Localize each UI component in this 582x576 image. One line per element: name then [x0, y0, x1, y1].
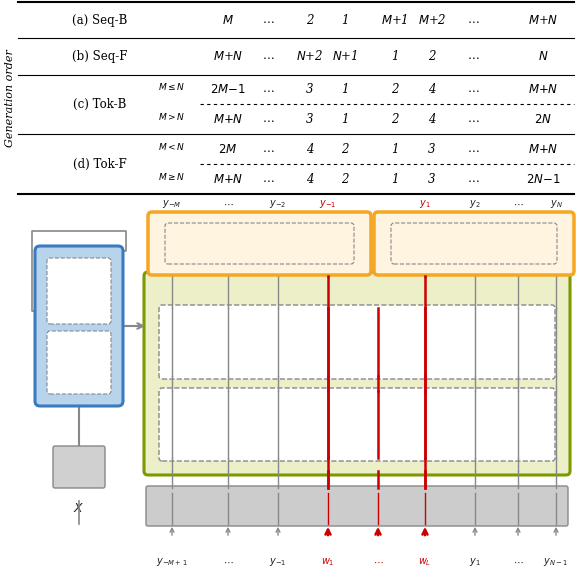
FancyBboxPatch shape — [159, 305, 555, 379]
Text: 2: 2 — [341, 173, 349, 185]
Text: 2: 2 — [341, 143, 349, 156]
Text: $\cdots$: $\cdots$ — [513, 199, 523, 209]
Text: $y_2$: $y_2$ — [469, 198, 481, 210]
Text: $y_{-2}$: $y_{-2}$ — [269, 198, 287, 210]
Text: 2: 2 — [428, 50, 436, 63]
Text: $M$+1: $M$+1 — [381, 13, 409, 27]
Text: 3: 3 — [306, 113, 314, 126]
Text: 2: 2 — [306, 14, 314, 26]
Text: 3: 3 — [428, 143, 436, 156]
Text: $\cdots$: $\cdots$ — [467, 113, 479, 126]
Text: $\cdots$: $\cdots$ — [262, 14, 274, 26]
Text: (b) Seq-F: (b) Seq-F — [72, 50, 128, 63]
Text: $\cdots$: $\cdots$ — [262, 83, 274, 96]
Text: (d) Tok-F: (d) Tok-F — [73, 158, 127, 170]
Text: 4: 4 — [428, 83, 436, 96]
Text: 2: 2 — [391, 113, 399, 126]
Text: $y_{-1}$: $y_{-1}$ — [320, 198, 336, 210]
Text: $y_{-M}$: $y_{-M}$ — [162, 198, 182, 210]
Text: $w_L$: $w_L$ — [418, 556, 432, 568]
Text: 1: 1 — [391, 50, 399, 63]
Text: $X$: $X$ — [73, 502, 84, 514]
Text: $\cdots$: $\cdots$ — [262, 50, 274, 63]
Text: $y_N$: $y_N$ — [549, 198, 562, 210]
FancyBboxPatch shape — [144, 272, 570, 475]
Text: $M{+}N$: $M{+}N$ — [213, 173, 243, 185]
Text: $\cdots$: $\cdots$ — [223, 199, 233, 209]
Text: 3: 3 — [306, 83, 314, 96]
Text: (a) Seq-B: (a) Seq-B — [72, 14, 127, 26]
Text: $2M{-}1$: $2M{-}1$ — [210, 83, 246, 96]
FancyBboxPatch shape — [159, 388, 555, 461]
FancyBboxPatch shape — [47, 258, 111, 324]
Text: $M{\leq}N$: $M{\leq}N$ — [158, 81, 185, 92]
Text: 4: 4 — [306, 143, 314, 156]
Text: $\cdots$: $\cdots$ — [467, 173, 479, 185]
Text: $M$: $M$ — [222, 14, 234, 26]
Text: $M{<}N$: $M{<}N$ — [158, 141, 185, 151]
Text: $w_1$: $w_1$ — [321, 556, 335, 568]
FancyBboxPatch shape — [53, 446, 105, 488]
Text: $M{+}N$: $M{+}N$ — [528, 83, 558, 96]
Text: $N$+1: $N$+1 — [332, 50, 358, 63]
Text: $M$+$N$: $M$+$N$ — [213, 50, 243, 63]
Text: $M{+}N$: $M{+}N$ — [213, 113, 243, 126]
Text: $2M$: $2M$ — [218, 143, 237, 156]
Text: $y_1$: $y_1$ — [419, 198, 431, 210]
FancyBboxPatch shape — [47, 331, 111, 394]
Text: 1: 1 — [391, 143, 399, 156]
Text: $\cdots$: $\cdots$ — [223, 558, 233, 567]
Text: 2: 2 — [391, 83, 399, 96]
Text: $\cdots$: $\cdots$ — [513, 558, 523, 567]
FancyBboxPatch shape — [374, 212, 574, 275]
Text: 3: 3 — [428, 173, 436, 185]
Text: $M$+2: $M$+2 — [418, 13, 446, 27]
Text: $\cdots$: $\cdots$ — [467, 14, 479, 26]
Text: 1: 1 — [341, 14, 349, 26]
Text: 1: 1 — [341, 83, 349, 96]
Text: $\cdots$: $\cdots$ — [262, 113, 274, 126]
Text: $\cdots$: $\cdots$ — [372, 558, 384, 567]
Text: $N$+2: $N$+2 — [296, 50, 324, 63]
Text: 1: 1 — [341, 113, 349, 126]
Text: $M{\geq}N$: $M{\geq}N$ — [158, 170, 185, 181]
Text: $\cdots$: $\cdots$ — [467, 50, 479, 63]
Text: 4: 4 — [306, 173, 314, 185]
FancyBboxPatch shape — [35, 246, 123, 406]
Text: $2N{-}1$: $2N{-}1$ — [526, 173, 560, 185]
Text: $y_{-M+1}$: $y_{-M+1}$ — [156, 556, 188, 568]
Text: $y_{-1}$: $y_{-1}$ — [269, 556, 287, 568]
Text: 1: 1 — [391, 173, 399, 185]
Text: 4: 4 — [428, 113, 436, 126]
FancyBboxPatch shape — [146, 486, 568, 526]
Text: Generation order: Generation order — [5, 49, 15, 147]
Text: $M$+$N$: $M$+$N$ — [528, 14, 558, 26]
Text: $\cdots$: $\cdots$ — [262, 143, 274, 156]
Text: $y_{N-1}$: $y_{N-1}$ — [544, 556, 569, 568]
Text: $\cdots$: $\cdots$ — [467, 83, 479, 96]
Text: $N$: $N$ — [538, 50, 548, 63]
FancyBboxPatch shape — [148, 212, 371, 275]
Text: $M{>}N$: $M{>}N$ — [158, 111, 185, 122]
Text: $\cdots$: $\cdots$ — [262, 173, 274, 185]
Text: (c) Tok-B: (c) Tok-B — [73, 98, 127, 111]
Text: $M{+}N$: $M{+}N$ — [528, 143, 558, 156]
Text: $y_1$: $y_1$ — [469, 556, 481, 568]
Text: $2N$: $2N$ — [534, 113, 552, 126]
Text: $\cdots$: $\cdots$ — [467, 143, 479, 156]
